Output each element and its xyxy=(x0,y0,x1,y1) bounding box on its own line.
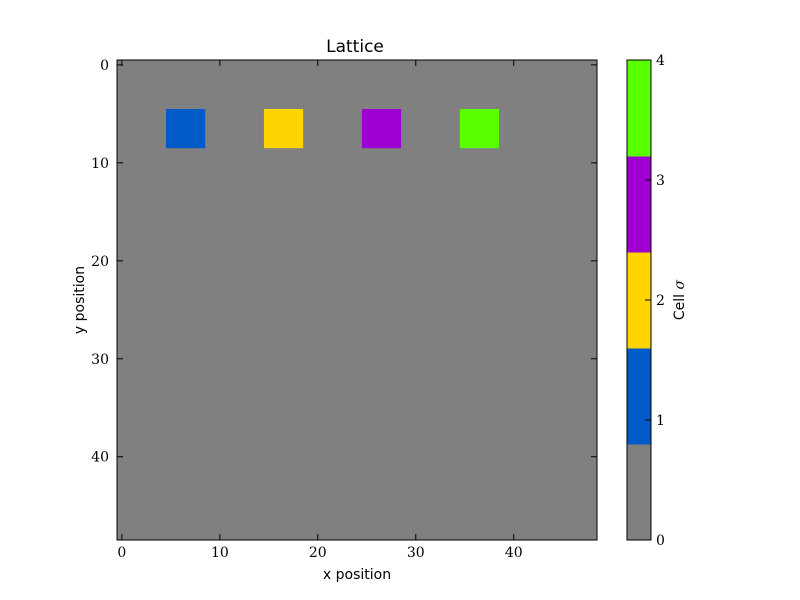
colorbar-tick-label: 4 xyxy=(656,53,665,69)
y-tick-label: 40 xyxy=(91,450,109,466)
colorbar-ticks: 0 1 2 3 4 xyxy=(645,53,665,549)
x-axis-ticks: 0 10 20 30 40 xyxy=(117,60,523,561)
x-tick-label: 20 xyxy=(309,545,327,561)
colorbar-segment xyxy=(627,444,651,541)
colorbar: 0 1 2 3 4 Cell σ xyxy=(626,53,688,549)
colorbar-label: Cell σ xyxy=(672,279,688,320)
y-axis-label: y position xyxy=(72,266,88,334)
cell-4 xyxy=(459,108,500,149)
colorbar-label-symbol: σ xyxy=(672,279,688,289)
cell-3 xyxy=(361,108,402,149)
x-tick-label: 30 xyxy=(407,545,425,561)
y-axis-ticks: 0 10 20 30 40 xyxy=(91,58,597,466)
x-tick-label: 40 xyxy=(505,545,523,561)
y-tick-label: 20 xyxy=(91,254,109,270)
colorbar-segment xyxy=(627,156,651,253)
cell-1 xyxy=(165,108,206,149)
lattice-plot-area: 0 10 20 30 40 0 10 20 30 40 xyxy=(91,58,598,561)
colorbar-tick-label: 3 xyxy=(656,173,665,189)
x-tick-label: 0 xyxy=(117,545,126,561)
cell-2 xyxy=(263,108,304,149)
colorbar-label-text: Cell xyxy=(672,289,688,320)
chart-title: Lattice xyxy=(326,37,384,57)
colorbar-tick-label: 2 xyxy=(656,293,665,309)
colorbar-segment xyxy=(627,348,651,445)
colorbar-tick-label: 1 xyxy=(656,413,665,429)
colorbar-segments xyxy=(627,60,651,541)
y-tick-label: 30 xyxy=(91,352,109,368)
lattice-cells xyxy=(165,108,500,149)
y-tick-label: 10 xyxy=(91,156,109,172)
x-tick-label: 10 xyxy=(211,545,229,561)
y-tick-label: 0 xyxy=(100,58,109,74)
x-axis-label: x position xyxy=(323,567,391,583)
plot-frame xyxy=(116,59,598,541)
colorbar-tick-label: 0 xyxy=(656,533,665,549)
colorbar-segment xyxy=(627,60,651,157)
